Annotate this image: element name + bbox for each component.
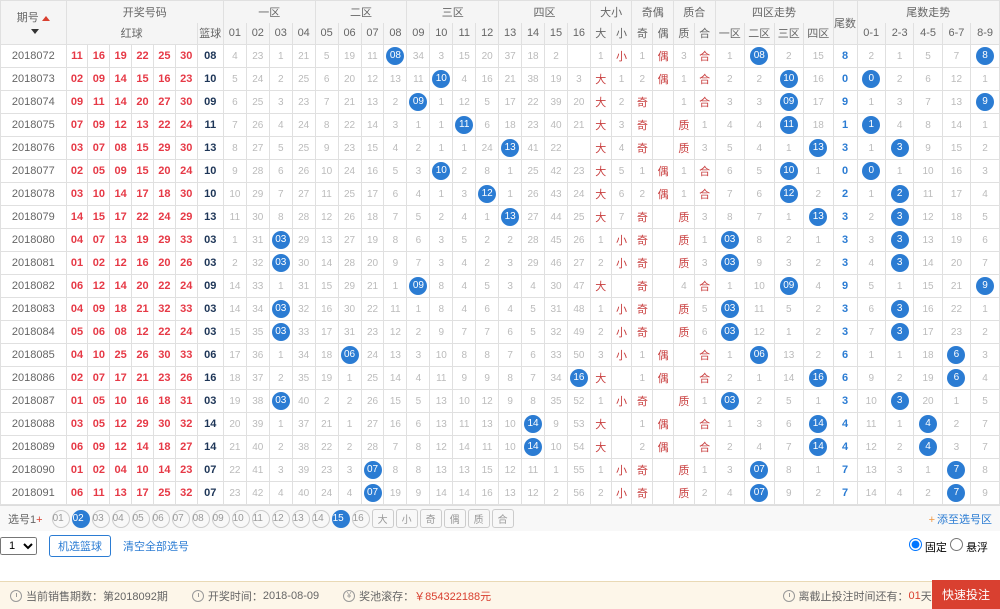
table-row: 2018080040713192933031310329132719863522…	[1, 229, 1000, 252]
zone2-header: 二区	[315, 1, 407, 23]
table-row: 2018089060912141827142140238222287812141…	[1, 436, 1000, 459]
table-row: 2018079141517222429131130828122618752411…	[1, 206, 1000, 229]
pool: ¥奖池滚存：￥854322188元	[343, 588, 491, 604]
random-button[interactable]: 机选篮球	[49, 535, 111, 557]
open-header: 开奖号码	[66, 1, 223, 23]
select-txt[interactable]: 奇	[420, 509, 442, 528]
table-row: 2018091061113172532072342440244071991414…	[1, 482, 1000, 505]
bottom-bar: 当前销售期数：第2018092期 开奖时间：2018-08-09 ¥奖池滚存：￥…	[0, 581, 1000, 609]
add-to-selection[interactable]: 添至选号区	[929, 511, 992, 527]
select-txt[interactable]: 质	[468, 509, 490, 528]
table-row: 2018090010204101423072241339233078813131…	[1, 459, 1000, 482]
quick-bet-button[interactable]: 快速投注	[932, 580, 1000, 609]
select-txt[interactable]: 小	[396, 509, 418, 528]
zone4-header: 四区	[499, 1, 591, 23]
zone1-header: 一区	[223, 1, 315, 23]
table-row: 2018075070912132224117264248221431111618…	[1, 114, 1000, 137]
fourzone-header: 四区走势	[715, 1, 833, 23]
table-row: 2018073020914151623105242256201213111041…	[1, 68, 1000, 91]
select-ball-06[interactable]: 06	[152, 510, 170, 528]
fixed-radio[interactable]: 固定	[909, 542, 947, 554]
float-radio[interactable]: 悬浮	[950, 542, 988, 554]
selector-label: 选号1+	[8, 511, 43, 527]
select-ball-16[interactable]: 16	[352, 510, 370, 528]
clock-icon	[192, 590, 204, 602]
money-icon: ¥	[343, 590, 355, 602]
table-row: 2018081010212162026032320330142820973423…	[1, 252, 1000, 275]
select-ball-11[interactable]: 11	[252, 510, 270, 528]
period-header[interactable]: 期号	[1, 1, 67, 45]
select-ball-10[interactable]: 10	[232, 510, 250, 528]
select-ball-09[interactable]: 09	[212, 510, 230, 528]
select-ball-04[interactable]: 04	[112, 510, 130, 528]
select-ball-01[interactable]: 01	[52, 510, 70, 528]
table-row: 2018072111619222530084231215191108343152…	[1, 45, 1000, 68]
options-row: 1 机选篮球 清空全部选号 固定 悬浮	[0, 531, 1000, 561]
selector-row: 选号1+ 01020304050607080910111213141516 大小…	[0, 505, 1000, 531]
tail-header: 尾数	[833, 1, 857, 45]
table-row: 2018074091114202730096253237211320911251…	[1, 91, 1000, 114]
open-time: 开奖时间：2018-08-09	[192, 588, 319, 604]
clock-icon	[783, 590, 795, 602]
select-txt[interactable]: 大	[372, 509, 394, 528]
table-row: 2018084050608122224031535033317312312297…	[1, 321, 1000, 344]
table-row: 2018087010510161831031938034022261551310…	[1, 390, 1000, 413]
select-ball-12[interactable]: 12	[272, 510, 290, 528]
current-period: 当前销售期数：第2018092期	[10, 588, 168, 604]
count-select[interactable]: 1	[0, 537, 37, 555]
lottery-table: 期号 开奖号码 一区 二区 三区 四区 大小 奇偶 质合 四区走势 尾数 尾数走…	[0, 0, 1000, 505]
table-row: 2018082061214202224091433131152921109845…	[1, 275, 1000, 298]
select-ball-03[interactable]: 03	[92, 510, 110, 528]
table-row: 2018086020717212326161837235191251441199…	[1, 367, 1000, 390]
qiou-header: 奇偶	[632, 1, 674, 23]
table-row: 2018078031014171830101029727112517641312…	[1, 183, 1000, 206]
table-row: 2018088030512293032142039137211271661311…	[1, 413, 1000, 436]
select-ball-02[interactable]: 02	[72, 510, 90, 528]
clock-icon	[10, 590, 22, 602]
select-ball-07[interactable]: 07	[172, 510, 190, 528]
table-row: 2018076030708152930138275259231542112413…	[1, 137, 1000, 160]
zhihe-header: 质合	[673, 1, 715, 23]
tailtrend-header: 尾数走势	[857, 1, 999, 23]
zone3-header: 三区	[407, 1, 499, 23]
table-row: 2018083040918213233031434033216302211184…	[1, 298, 1000, 321]
blue-sub: 篮球	[197, 23, 223, 45]
clear-link[interactable]: 清空全部选号	[123, 538, 189, 554]
red-sub: 红球	[66, 23, 197, 45]
select-ball-08[interactable]: 08	[192, 510, 210, 528]
select-ball-13[interactable]: 13	[292, 510, 310, 528]
table-row: 2018085041025263033061736134180624133108…	[1, 344, 1000, 367]
select-txt[interactable]: 偶	[444, 509, 466, 528]
select-ball-15[interactable]: 15	[332, 510, 350, 528]
table-row: 2018077020509152024109286261024165310281…	[1, 160, 1000, 183]
daxiao-header: 大小	[590, 1, 632, 23]
select-ball-14[interactable]: 14	[312, 510, 330, 528]
select-txt[interactable]: 合	[492, 509, 514, 528]
select-ball-05[interactable]: 05	[132, 510, 150, 528]
